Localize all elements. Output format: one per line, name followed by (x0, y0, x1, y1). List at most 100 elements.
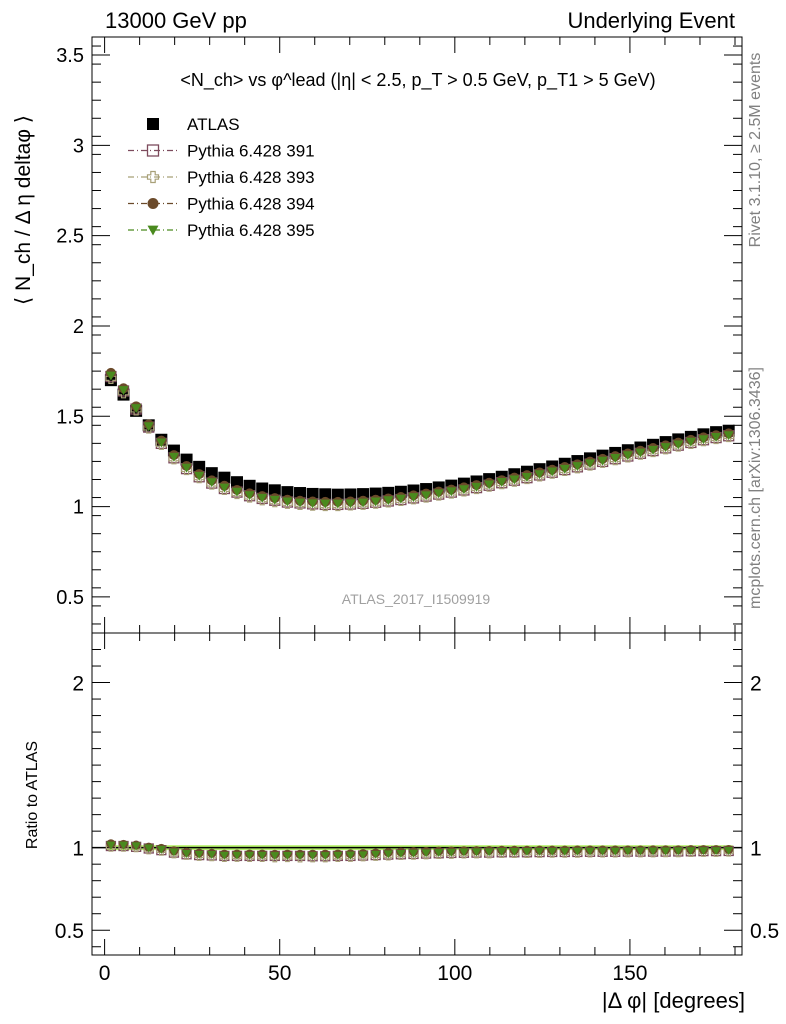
legend-marker (146, 144, 160, 157)
main-data-point (218, 471, 231, 484)
main-data-point (597, 456, 608, 466)
main-y-tick-labels: 0.5 1 1.5 2 2.5 3 3.5 (56, 45, 84, 609)
main-data-point (143, 422, 154, 432)
main-data-point (395, 494, 406, 504)
main-data-point (295, 498, 306, 508)
ratio-data-point (232, 851, 242, 860)
ratio-data-point (434, 849, 444, 858)
main-data-point (698, 435, 709, 445)
ratio-data-point (207, 851, 217, 860)
main-data-point (559, 464, 570, 474)
main-data-point (243, 479, 256, 492)
legend-marker (146, 170, 160, 184)
main-data-point (648, 445, 659, 455)
x-tick-label: 150 (612, 962, 647, 985)
main-data-point (256, 482, 269, 495)
main-data-point (433, 489, 444, 499)
mcplots-reference-label: mcplots.cern.ch [arXiv:1306.3436] (747, 367, 764, 609)
legend-label: Pythia 6.428 394 (187, 195, 315, 214)
main-data-point (307, 499, 318, 509)
main-data-point (181, 463, 192, 473)
main-data-point (660, 443, 671, 453)
ratio-data-point (371, 850, 381, 859)
legend-entry: Pythia 6.428 395 (128, 221, 315, 240)
ratio-data-point (396, 850, 406, 859)
main-data-point (345, 499, 356, 509)
ratio-data-point (610, 847, 620, 856)
main-data-point (496, 478, 507, 488)
main-data-point (509, 475, 520, 485)
main-y-tick-label: 1.5 (56, 406, 84, 428)
ratio-data-point (535, 847, 545, 856)
ratio-data-point (585, 847, 595, 856)
header-left-label: 13000 GeV pp (105, 8, 247, 33)
main-series-group (104, 367, 735, 512)
x-tick-labels: 0 50 100 150 (99, 962, 648, 985)
main-data-point (332, 499, 343, 509)
main-data-point (131, 404, 142, 414)
ratio-data-point (635, 847, 645, 856)
main-data-point (294, 487, 307, 500)
ratio-data-point (484, 848, 494, 857)
main-series-pythia-6-428-391 (105, 370, 735, 511)
x-axis-label: |Δ φ| [degrees] (602, 988, 745, 1013)
main-data-point (268, 484, 281, 497)
main-data-point (306, 487, 319, 500)
main-panel: 0.5 1 1.5 2 2.5 3 3.5 ⟨ N_ch / Δ η deltaφ ⟩ <N… (12, 36, 743, 634)
ratio-y-tick-labels: 0.5 0.5 1 1 2 2 (55, 673, 779, 944)
ratio-data-point (724, 847, 734, 856)
analysis-watermark: ATLAS_2017_I1509919 (342, 591, 491, 607)
main-chart-title: <N_ch> vs φ^lead (|η| < 2.5, p_T > 0.5 G… (180, 70, 655, 91)
main-y-axis-label: ⟨ N_ch / Δ η deltaφ ⟩ (12, 115, 35, 305)
ratio-data-point (673, 847, 683, 856)
main-data-point (711, 433, 722, 443)
ratio-data-point (698, 847, 708, 856)
ratio-data-point (270, 852, 280, 861)
ratio-data-point (661, 847, 671, 856)
ratio-data-point (572, 847, 582, 856)
ratio-data-point (358, 851, 368, 860)
main-data-point (320, 499, 331, 509)
ratio-data-point (547, 847, 557, 856)
x-tick-label: 100 (437, 962, 472, 985)
main-y-tick-label: 0.5 (56, 587, 84, 609)
legend-marker (147, 225, 159, 236)
ratio-data-point (711, 847, 721, 856)
legend-entry: Pythia 6.428 393 (128, 168, 315, 187)
ratio-y-axis-label: Ratio to ATLAS (24, 741, 41, 849)
ratio-data-point (308, 852, 318, 861)
ratio-series-group (105, 839, 734, 863)
legend-entry: Pythia 6.428 391 (128, 142, 315, 161)
ratio-data-point (345, 851, 355, 860)
main-y-tick-label: 1 (73, 497, 84, 519)
main-y-tick-label: 2.5 (56, 226, 84, 248)
ratio-axis-ticks (92, 633, 742, 955)
ratio-data-point (182, 850, 192, 859)
rivet-version-label: Rivet 3.1.10, ≥ 2.5M events (747, 53, 764, 248)
ratio-y-tick-label-left: 2 (72, 673, 84, 696)
legend-marker (147, 198, 159, 209)
main-data-point (421, 491, 432, 501)
ratio-data-point (156, 845, 166, 854)
ratio-data-point (459, 848, 469, 857)
ratio-data-point (333, 851, 343, 860)
main-data-point (244, 491, 255, 501)
ratio-y-tick-label-left: 0.5 (55, 920, 84, 943)
legend-entry: Pythia 6.428 394 (128, 195, 315, 214)
ratio-data-point (446, 848, 456, 857)
main-data-point (685, 437, 696, 447)
main-data-point (205, 467, 218, 480)
ratio-data-point (219, 851, 229, 860)
ratio-data-point (320, 852, 330, 861)
ratio-y-tick-label-right: 0.5 (750, 920, 779, 943)
main-data-point (358, 498, 369, 508)
header-right-label: Underlying Event (567, 8, 735, 33)
ratio-data-point (522, 848, 532, 857)
main-data-point (331, 488, 344, 501)
ratio-data-point (245, 851, 255, 860)
main-data-point (269, 495, 280, 505)
main-data-point (230, 476, 243, 489)
main-data-point (408, 493, 419, 503)
ratio-data-point (686, 847, 696, 856)
main-data-point (118, 386, 129, 396)
